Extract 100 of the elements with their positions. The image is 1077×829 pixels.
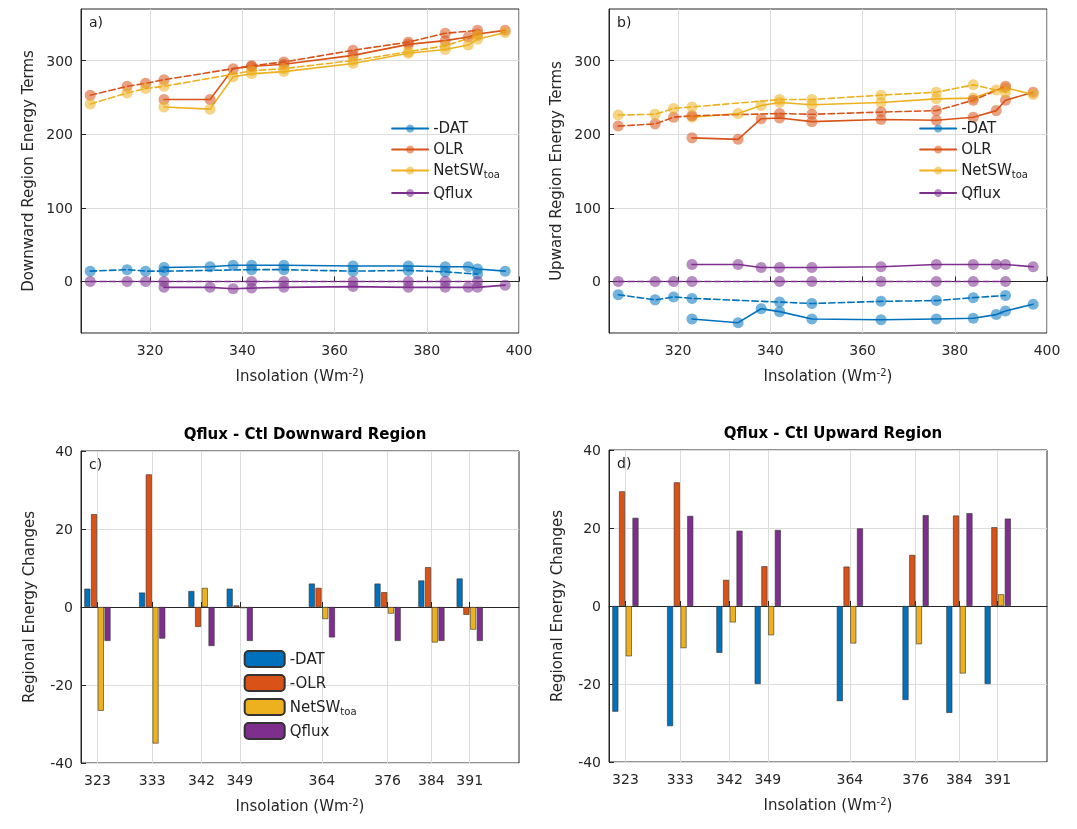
point xyxy=(732,259,744,271)
x-tick-label: 320 xyxy=(136,342,164,358)
point xyxy=(158,275,170,287)
y-tick-label: 0 xyxy=(64,273,73,290)
x-tick-label: 342 xyxy=(188,772,215,788)
y-tick-label: 40 xyxy=(55,443,73,459)
y-tick-label: 100 xyxy=(46,199,73,216)
point xyxy=(1027,261,1039,273)
y-tick-label: 0 xyxy=(592,598,601,614)
point xyxy=(774,296,786,308)
point xyxy=(121,275,133,287)
x-tick-label: 349 xyxy=(754,771,782,787)
bar xyxy=(922,515,929,606)
bar xyxy=(619,491,626,606)
chart-title: Qflux - Ctl Downward Region xyxy=(183,424,427,443)
bar xyxy=(208,607,215,646)
point xyxy=(668,111,680,123)
point xyxy=(875,295,887,307)
bar xyxy=(953,515,960,606)
point xyxy=(686,101,698,113)
point xyxy=(227,259,239,271)
point xyxy=(806,298,818,310)
legend-label: OLR xyxy=(433,140,464,159)
y-axis-title: Downward Region Energy Terms xyxy=(18,49,37,292)
bar xyxy=(201,587,208,607)
y-tick-label: 300 xyxy=(574,52,601,69)
bar xyxy=(768,606,775,636)
x-tick-label: 400 xyxy=(1033,342,1061,358)
point xyxy=(84,89,96,101)
point xyxy=(140,83,152,95)
point xyxy=(1000,86,1012,98)
x-tick-label: 360 xyxy=(849,342,876,358)
bar xyxy=(915,606,922,645)
point xyxy=(649,108,661,120)
point xyxy=(774,261,786,273)
chart-title: Qflux - Ctl Upward Region xyxy=(723,423,943,442)
legend-label: OLR xyxy=(961,140,992,159)
annotation: d) xyxy=(617,455,632,471)
legend-label: -DAT xyxy=(961,119,997,138)
x-tick-label: 349 xyxy=(226,772,254,788)
annotation: c) xyxy=(89,456,103,472)
point xyxy=(967,275,979,287)
x-tick-label: 340 xyxy=(757,342,784,358)
point xyxy=(930,114,942,126)
point xyxy=(990,105,1002,117)
y-tick-label: -20 xyxy=(578,676,601,692)
point xyxy=(930,105,942,117)
point xyxy=(668,102,680,114)
bar xyxy=(188,591,195,607)
x-tick-label: 380 xyxy=(941,342,969,358)
legend-label: -OLR xyxy=(289,674,327,692)
x-tick-label: 323 xyxy=(612,771,639,787)
point xyxy=(875,106,887,118)
point xyxy=(967,292,979,304)
bar xyxy=(966,513,973,606)
point xyxy=(732,133,744,145)
x-tick-label: 360 xyxy=(321,342,348,358)
point xyxy=(1000,305,1012,317)
x-tick-label: 333 xyxy=(138,772,166,788)
bar xyxy=(761,566,768,606)
bar xyxy=(673,482,680,606)
point xyxy=(84,98,96,110)
point xyxy=(472,275,484,287)
y-tick-label: -20 xyxy=(50,677,73,693)
point xyxy=(806,261,818,273)
point xyxy=(755,113,767,125)
bar xyxy=(909,554,916,606)
bar xyxy=(687,515,694,606)
point xyxy=(246,264,258,276)
x-tick-label: 384 xyxy=(418,772,445,788)
point xyxy=(755,303,767,315)
x-tick-label: 333 xyxy=(666,771,694,787)
point xyxy=(439,27,451,39)
point xyxy=(347,44,359,56)
y-tick-label: 200 xyxy=(574,126,601,143)
point xyxy=(227,71,239,83)
point xyxy=(875,89,887,101)
point xyxy=(158,265,170,277)
point xyxy=(930,275,942,287)
y-tick-label: 20 xyxy=(583,520,601,536)
point xyxy=(439,266,451,278)
point xyxy=(121,264,133,276)
x-tick-label: 380 xyxy=(413,342,441,358)
point xyxy=(140,265,152,277)
bar xyxy=(946,606,953,713)
point xyxy=(612,275,624,287)
x-tick-label: 376 xyxy=(902,771,930,787)
point xyxy=(1027,298,1039,310)
point xyxy=(402,264,414,276)
bar xyxy=(984,606,991,684)
y-tick-label: -40 xyxy=(578,754,601,770)
y-tick-label: 40 xyxy=(583,442,601,458)
point xyxy=(806,108,818,120)
bar xyxy=(754,606,761,684)
bar xyxy=(843,566,850,606)
bar xyxy=(959,606,966,674)
y-tick-label: 200 xyxy=(46,126,73,143)
point xyxy=(462,281,474,293)
point xyxy=(84,275,96,287)
point xyxy=(499,265,511,277)
